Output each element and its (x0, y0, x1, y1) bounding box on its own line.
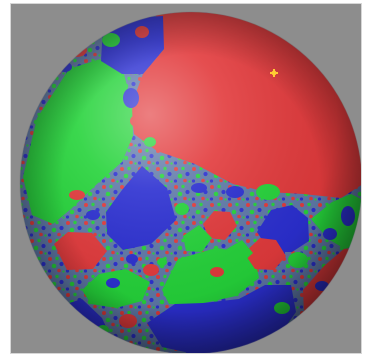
sphere-rim-shadow (20, 12, 361, 353)
fractal-sphere-image (19, 11, 361, 353)
sparkle-icon (270, 69, 278, 77)
image-frame (10, 3, 362, 354)
sphere-outline (19, 11, 361, 353)
